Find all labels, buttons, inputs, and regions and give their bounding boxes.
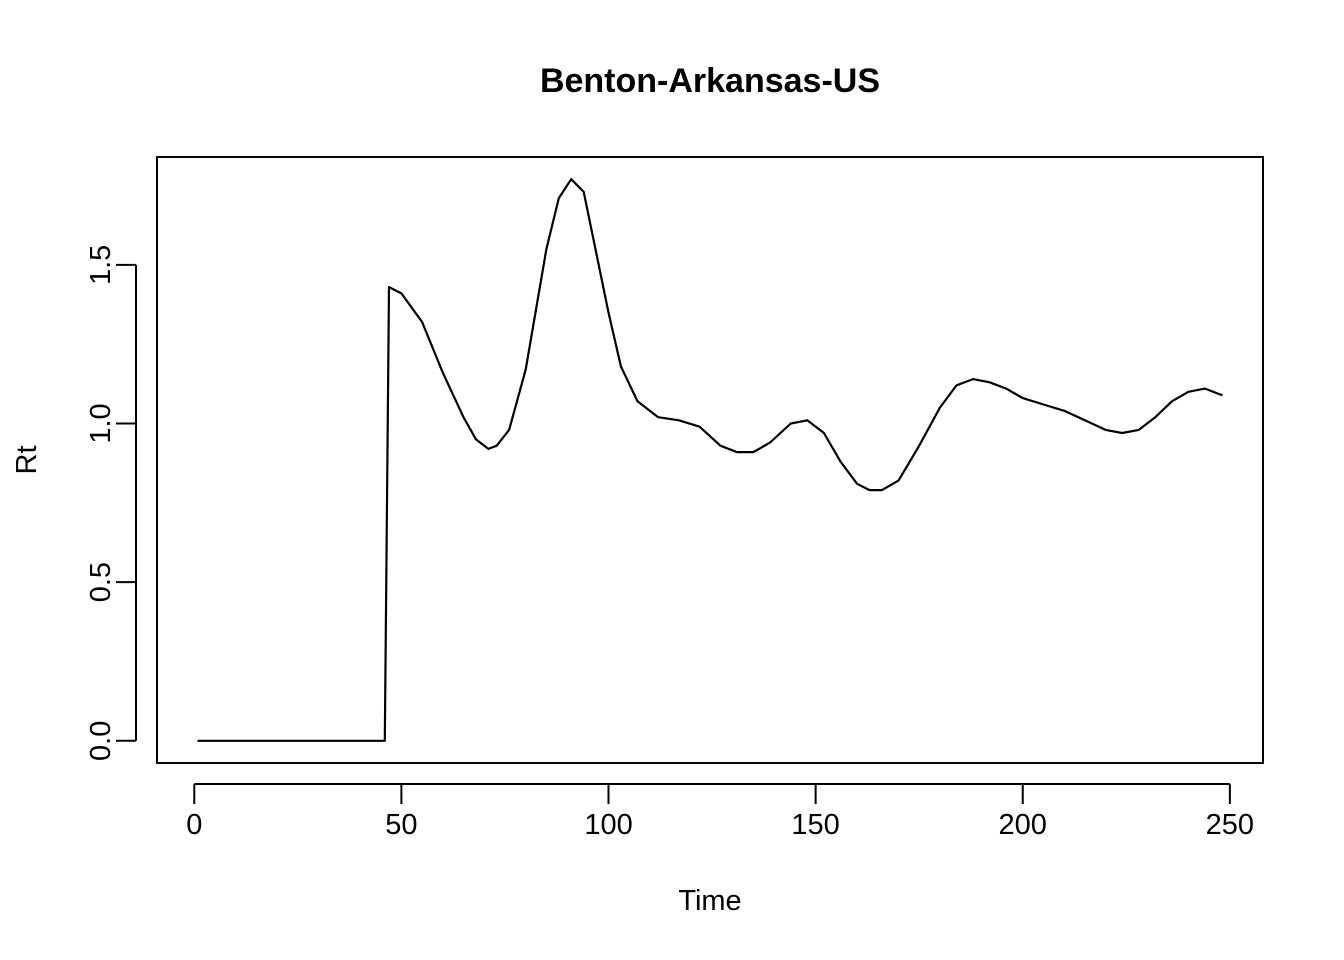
x-tick-label: 200: [999, 809, 1047, 841]
y-tick-label: 0.0: [85, 721, 117, 761]
x-tick-label: 100: [584, 809, 632, 841]
plot-frame: [156, 156, 1264, 764]
y-tick-label: 1.5: [85, 245, 117, 285]
y-axis: 0.0 0.5 1.0 1.5: [85, 245, 137, 761]
x-tick-label: 250: [1206, 809, 1254, 841]
y-axis-label: Rt: [11, 446, 43, 475]
x-axis-label: Time: [678, 885, 741, 917]
x-tick-label: 0: [186, 809, 202, 841]
y-tick-label: 1.0: [85, 403, 117, 443]
y-tick-label: 0.5: [85, 562, 117, 602]
x-tick-label: 150: [791, 809, 839, 841]
chart-title: Benton-Arkansas-US: [540, 62, 880, 100]
x-tick-label: 50: [385, 809, 417, 841]
series-layer: [197, 178, 1223, 742]
x-axis: 0 50 100 150 200 250: [186, 783, 1254, 841]
series-line-0: [197, 178, 1223, 742]
